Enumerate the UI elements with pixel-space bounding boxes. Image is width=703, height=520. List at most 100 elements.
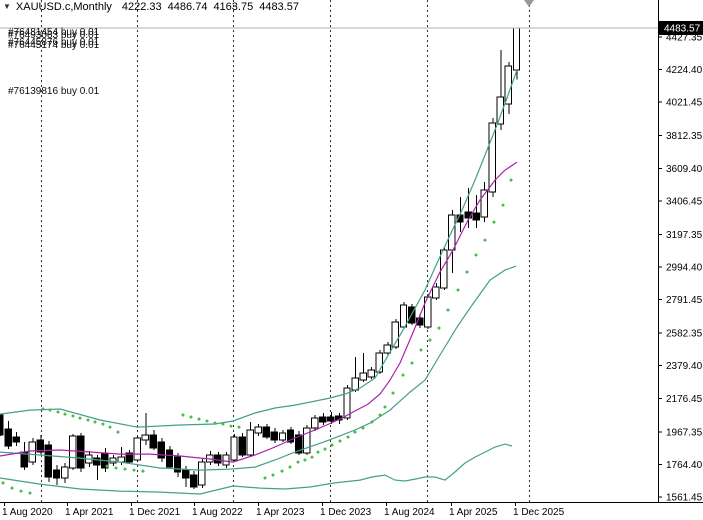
bear-candle (270, 431, 279, 441)
bull-candle (68, 435, 77, 469)
bear-candle (286, 429, 295, 443)
current-price-label: 4483.57 (664, 23, 701, 34)
sar-dot (116, 430, 120, 434)
bull-candle (133, 437, 141, 461)
sar-dot (93, 420, 97, 424)
price-tick-label: 1764.40 (666, 460, 703, 471)
sar-dot (237, 425, 241, 429)
order-label[interactable]: #76481454 buy 0.01 (8, 27, 100, 38)
bear-candle (12, 436, 20, 443)
bull-candle (198, 461, 206, 486)
bear-candle (36, 439, 45, 453)
sar-dot (105, 464, 109, 468)
bear-candle (4, 428, 12, 447)
sar-dot (205, 419, 209, 423)
bear-candle (0, 414, 4, 436)
bull-candle (496, 96, 505, 125)
price-tick-label: 3406.45 (666, 196, 703, 207)
sar-dot (78, 416, 82, 421)
bull-candle (448, 214, 456, 251)
sar-dot (271, 473, 275, 477)
sar-dot (86, 418, 90, 422)
bear-candle (238, 436, 246, 456)
sar-dot (338, 439, 342, 443)
bull-candle (391, 321, 400, 348)
price-tick-label: 4224.40 (666, 65, 703, 76)
ohlc-close: 4483.57 (259, 1, 299, 13)
bull-candle (117, 456, 125, 463)
order-label[interactable]: #76139816 buy 0.01 (8, 86, 100, 97)
ohlc-open: 4222.33 (121, 1, 162, 13)
price-tick-label: 1561.45 (666, 493, 703, 504)
sar-dot (189, 415, 193, 419)
bear-candle (189, 474, 198, 488)
sar-dot (465, 270, 469, 274)
bull-candle (28, 441, 36, 463)
separator-marker-icon (524, 0, 534, 7)
bear-candle (472, 212, 480, 221)
bear-candle (93, 457, 101, 466)
sar-dot (428, 338, 432, 342)
sar-dot (323, 447, 327, 451)
bull-candle (311, 417, 319, 429)
price-tick-label: 4021.45 (666, 98, 703, 109)
sar-dot (391, 391, 395, 395)
sar-dot (303, 458, 307, 462)
bull-candle (302, 427, 311, 454)
bull-candle (230, 436, 238, 461)
time-tick-label: 1 Dec 2023 (320, 507, 372, 518)
bear-candle (173, 456, 182, 473)
bear-candle (294, 434, 303, 454)
sar-dot (437, 326, 441, 330)
moving-average-line (0, 161, 518, 463)
sar-dot (474, 253, 478, 257)
order-label[interactable]: #76493063 buy 0.01 (8, 30, 100, 41)
sar-dot (509, 178, 513, 182)
current-price-box (659, 20, 703, 35)
bear-candle (125, 452, 133, 463)
time-tick-label: 1 Aug 2020 (2, 507, 53, 518)
sar-dot (181, 413, 185, 417)
order-label[interactable]: #76445174 buy 0.01 (8, 40, 100, 51)
sar-dot (19, 489, 23, 494)
price-tick-label: 3197.35 (666, 230, 703, 241)
sar-dot (370, 420, 374, 424)
bull-candle (109, 457, 117, 464)
bull-candle (254, 426, 262, 434)
sar-dot (501, 203, 505, 208)
bear-candle (44, 444, 53, 478)
chart-title-bar: ▼ XAUUSD.c,Monthly 4222.33 4486.74 4163.75 44… (3, 1, 305, 15)
order-label[interactable]: #76445876 buy 0.01 (8, 37, 100, 48)
time-tick-label: 1 Aug 2022 (192, 507, 243, 518)
sar-dot (383, 405, 387, 409)
sar-dot (361, 426, 365, 430)
sar-dot (123, 467, 127, 472)
sar-dot (401, 373, 405, 377)
sar-dot (221, 422, 225, 426)
sar-dot (296, 460, 300, 464)
price-tick-label: 4427.35 (666, 33, 703, 44)
sar-dot (197, 417, 201, 421)
bull-candle (222, 454, 230, 466)
ohlc-high: 4486.74 (167, 1, 208, 13)
sar-dot (353, 430, 357, 434)
sar-dot (410, 361, 414, 365)
sar-dot (330, 443, 334, 447)
bear-candle (327, 416, 335, 422)
bear-candle (157, 441, 166, 459)
time-tick-label: 1 Apr 2021 (65, 507, 114, 518)
sar-dot (48, 408, 52, 412)
sar-dot (71, 414, 75, 418)
sar-dot (492, 220, 496, 225)
time-tick-label: 1 Dec 2021 (129, 507, 181, 518)
sar-dot (263, 476, 267, 480)
sar-dot (346, 435, 350, 439)
upper-band-line (0, 69, 518, 428)
bull-candle (60, 466, 69, 479)
bear-candle (415, 317, 424, 326)
price-tick-label: 2379.40 (666, 361, 703, 372)
symbol-dropdown-icon[interactable]: ▼ (3, 2, 11, 11)
bull-candle (351, 377, 359, 391)
bear-candle (149, 434, 158, 449)
